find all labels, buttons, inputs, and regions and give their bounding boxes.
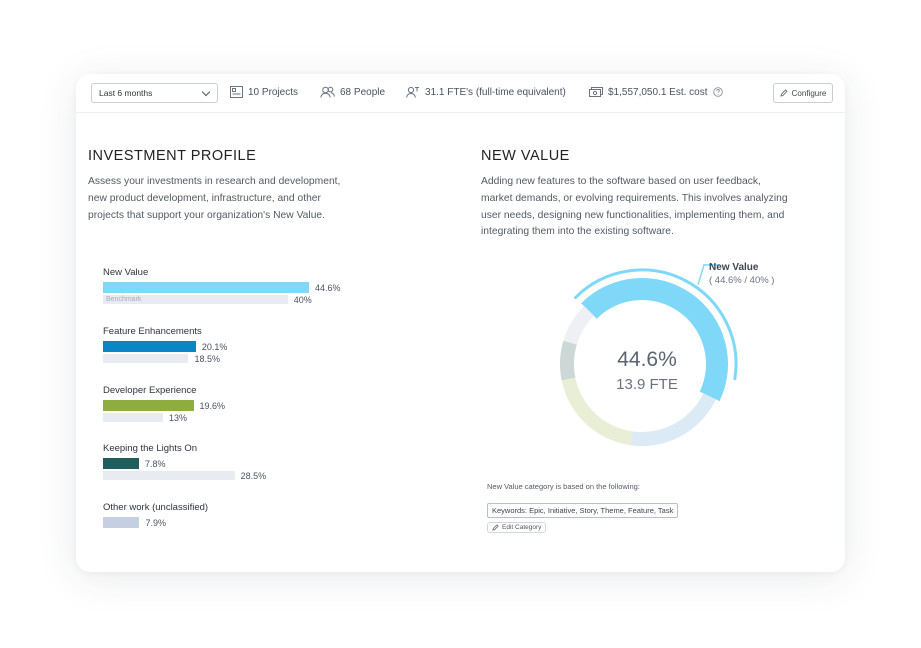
benchmark-bar-label: 18.5%	[194, 353, 220, 364]
cost-stat: $1,557,050.1 Est. cost	[589, 86, 723, 98]
investment-profile-title: INVESTMENT PROFILE	[88, 148, 257, 164]
value-bar-label: 19.6%	[199, 400, 226, 411]
projects-stat: 10 Projects	[230, 86, 298, 98]
new-value-donut-chart	[560, 264, 738, 446]
category-basis-note: New Value category is based on the follo…	[487, 482, 640, 491]
benchmark-arc	[574, 268, 738, 381]
bar-category-label: Keeping the Lights On	[103, 443, 198, 455]
configure-button[interactable]: Configure	[773, 83, 833, 103]
benchmark-label: Benchmark	[106, 296, 142, 303]
edit-category-button[interactable]: Edit Category	[487, 522, 547, 533]
benchmark-bar	[103, 412, 164, 422]
callout-subtitle: ( 44.6% / 40% )	[709, 275, 775, 286]
pencil-icon	[780, 89, 788, 97]
callout-title: New Value	[709, 262, 759, 273]
bar-category-label: Developer Experience	[103, 384, 197, 396]
donut-slice[interactable]	[561, 377, 633, 446]
donut-slice[interactable]	[630, 393, 716, 446]
projects-icon	[230, 86, 243, 98]
new-value-title: NEW VALUE	[481, 148, 570, 164]
value-bar[interactable]	[103, 517, 140, 529]
new-value-description: Adding new features to the software base…	[481, 174, 831, 241]
donut-slice[interactable]	[581, 277, 728, 402]
benchmark-bar	[103, 471, 235, 481]
bar-category-label: Other work (unclassified)	[103, 502, 209, 514]
value-bar[interactable]	[103, 399, 194, 411]
fte-icon	[406, 86, 419, 98]
benchmark-bar-label: 13%	[169, 412, 188, 423]
people-stat: 68 People	[320, 86, 385, 98]
value-bar[interactable]	[103, 458, 140, 470]
new-value-description-line: integrating them into the existing softw…	[481, 226, 674, 238]
money-icon	[589, 87, 603, 97]
value-bar-label: 44.6%	[315, 283, 341, 293]
value-bar[interactable]	[103, 282, 309, 293]
cost-value: $1,557,050.1 Est. cost	[608, 86, 708, 98]
configure-label: Configure	[791, 88, 827, 98]
projects-count: 10 Projects	[248, 86, 299, 98]
value-bar-label: 20.1%	[201, 341, 228, 352]
keywords-tag: Keywords: Epic, Initiative, Story, Theme…	[487, 503, 679, 518]
toolbar: Last 6 months 10 Projects 68 People	[76, 74, 845, 113]
value-bar[interactable]	[103, 340, 196, 352]
new-value-description-line: user needs, designing new functionalitie…	[481, 209, 785, 221]
pencil-icon	[492, 524, 499, 531]
new-value-description-line: Adding new features to the software base…	[481, 176, 761, 187]
bar-category-label: Feature Enhancements	[103, 325, 202, 337]
callout-leader-line	[697, 264, 721, 286]
dashboard-card: Last 6 months 10 Projects 68 People	[76, 74, 845, 572]
benchmark-bar: Benchmark	[103, 295, 288, 304]
value-bar-label: 7.9%	[145, 518, 166, 529]
benchmark-bar-label: 28.5%	[240, 471, 267, 482]
investment-description-line: projects that support your organization'…	[88, 209, 326, 221]
value-bar-label: 7.8%	[145, 459, 166, 470]
donut-slice[interactable]	[563, 306, 594, 345]
period-select[interactable]: Last 6 months	[91, 83, 218, 103]
benchmark-bar	[103, 353, 189, 363]
donut-center-fte: 13.9 FTE	[616, 376, 678, 393]
benchmark-bar-label: 40%	[293, 295, 312, 305]
investment-description-line: new product development, infrastructure,…	[88, 192, 321, 204]
bar-category-label: New Value	[103, 267, 149, 278]
people-icon	[320, 86, 335, 98]
investment-description-line: Assess your investments in research and …	[88, 176, 341, 187]
fte-stat: 31.1 FTE's (full-time equivalent)	[406, 86, 566, 98]
donut-center-value: 44.6%	[617, 348, 677, 371]
period-select-value: Last 6 months	[99, 88, 153, 98]
help-icon[interactable]	[712, 87, 723, 97]
people-count: 68 People	[340, 86, 386, 98]
edit-category-label: Edit Category	[502, 524, 542, 531]
chevron-down-icon	[201, 87, 211, 97]
investment-description: Assess your investments in research and …	[88, 174, 418, 224]
donut-slice[interactable]	[560, 340, 577, 381]
fte-count: 31.1 FTE's (full-time equivalent)	[425, 86, 566, 98]
new-value-description-line: market demands, or evolving requirements…	[481, 192, 788, 204]
